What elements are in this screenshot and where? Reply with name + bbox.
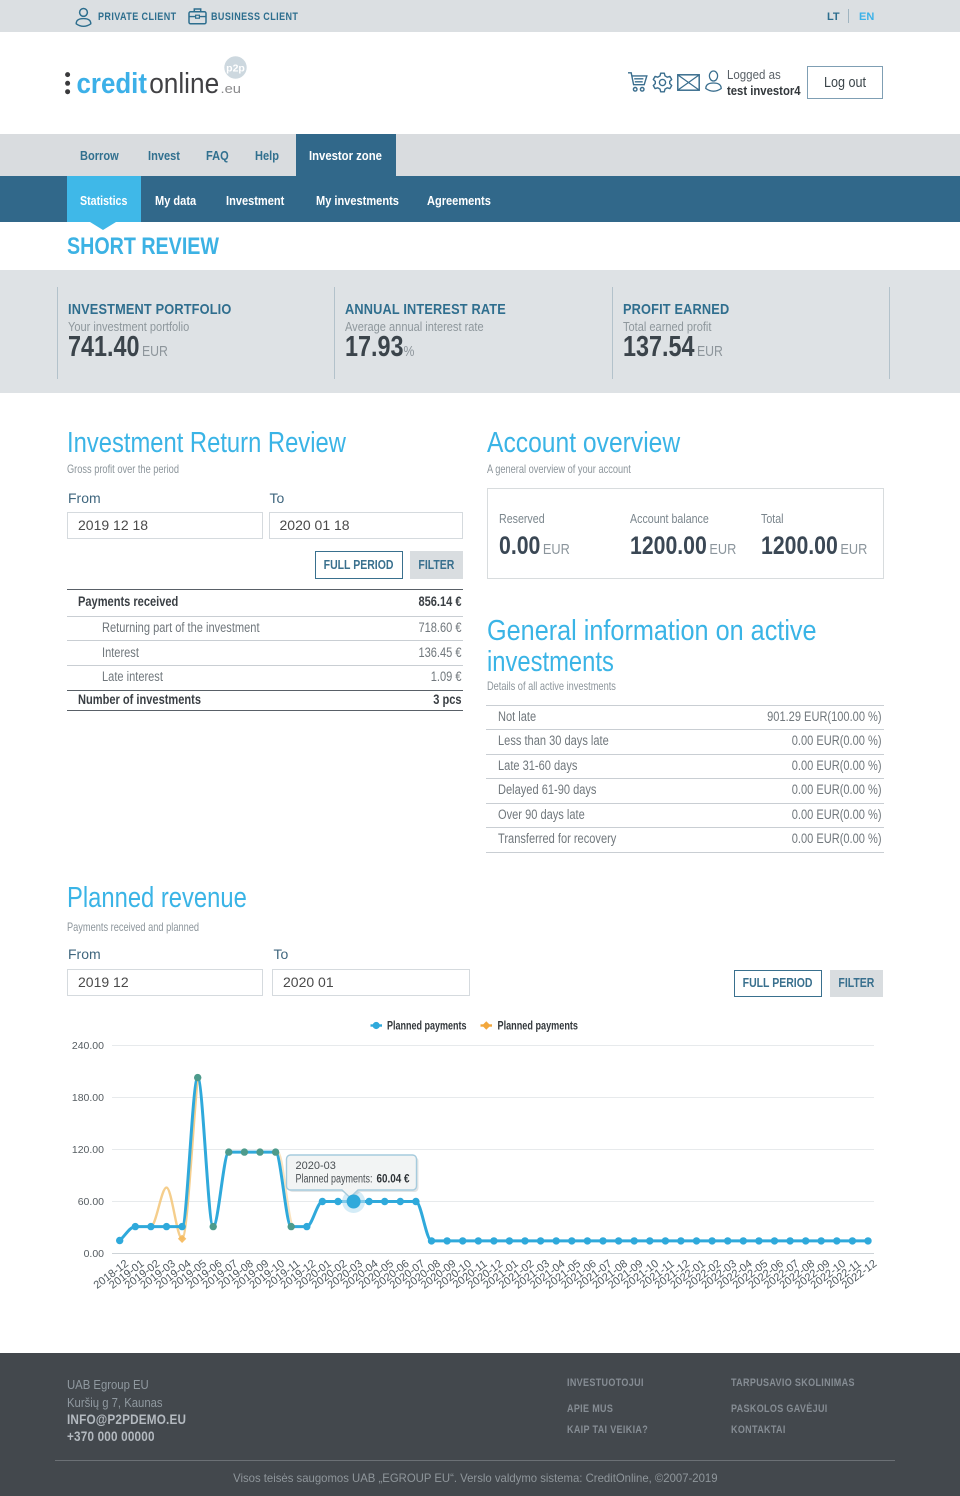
svg-text:2020-03: 2020-03 [296,1160,336,1172]
svg-text:Planned payments: Planned payments [387,1021,467,1033]
svg-text:180.00: 180.00 [72,1092,104,1104]
svg-text:Planned payments:: Planned payments: [296,1174,373,1186]
svg-text:240.00: 240.00 [72,1040,104,1052]
svg-text:Planned payments: Planned payments [498,1021,579,1033]
svg-text:60.04 €: 60.04 € [377,1174,411,1186]
svg-text:120.00: 120.00 [72,1144,104,1156]
svg-text:60.00: 60.00 [78,1196,104,1208]
svg-text:credit: credit [77,68,148,100]
svg-text:0.00: 0.00 [84,1248,105,1260]
svg-text:online: online [149,68,219,100]
svg-text:p2p: p2p [226,63,245,75]
svg-text:.eu: .eu [221,81,242,96]
